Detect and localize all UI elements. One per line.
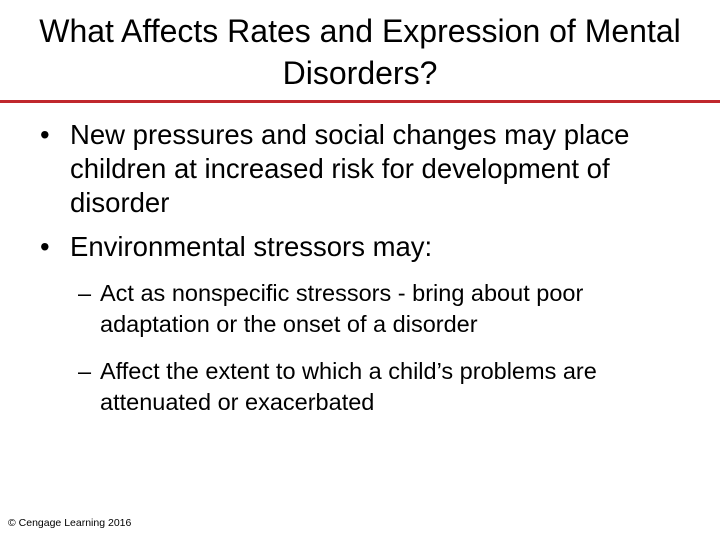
bullet-text: Environmental stressors may: xyxy=(70,231,433,262)
sub-bullet-item: – Affect the extent to which a child’s p… xyxy=(0,356,690,418)
bullet-marker: • xyxy=(40,231,50,262)
bullet-item: • Environmental stressors may: xyxy=(0,230,670,264)
sub-bullet-list: – Act as nonspecific stressors - bring a… xyxy=(0,278,720,418)
slide-title: What Affects Rates and Expression of Men… xyxy=(39,13,681,91)
sub-bullet-text: Act as nonspecific stressors - bring abo… xyxy=(100,280,584,337)
slide-body: • New pressures and social changes may p… xyxy=(0,118,720,434)
copyright-footer: © Cengage Learning 2016 xyxy=(8,517,132,529)
sub-bullet-marker: – xyxy=(78,358,92,384)
sub-bullet-item: – Act as nonspecific stressors - bring a… xyxy=(0,278,690,340)
sub-bullet-text: Affect the extent to which a child’s pro… xyxy=(100,358,597,415)
bullet-text: New pressures and social changes may pla… xyxy=(70,119,630,218)
bullet-item: • New pressures and social changes may p… xyxy=(0,118,670,220)
title-divider xyxy=(0,100,720,103)
sub-bullet-marker: – xyxy=(78,280,92,306)
bullet-marker: • xyxy=(40,119,50,150)
